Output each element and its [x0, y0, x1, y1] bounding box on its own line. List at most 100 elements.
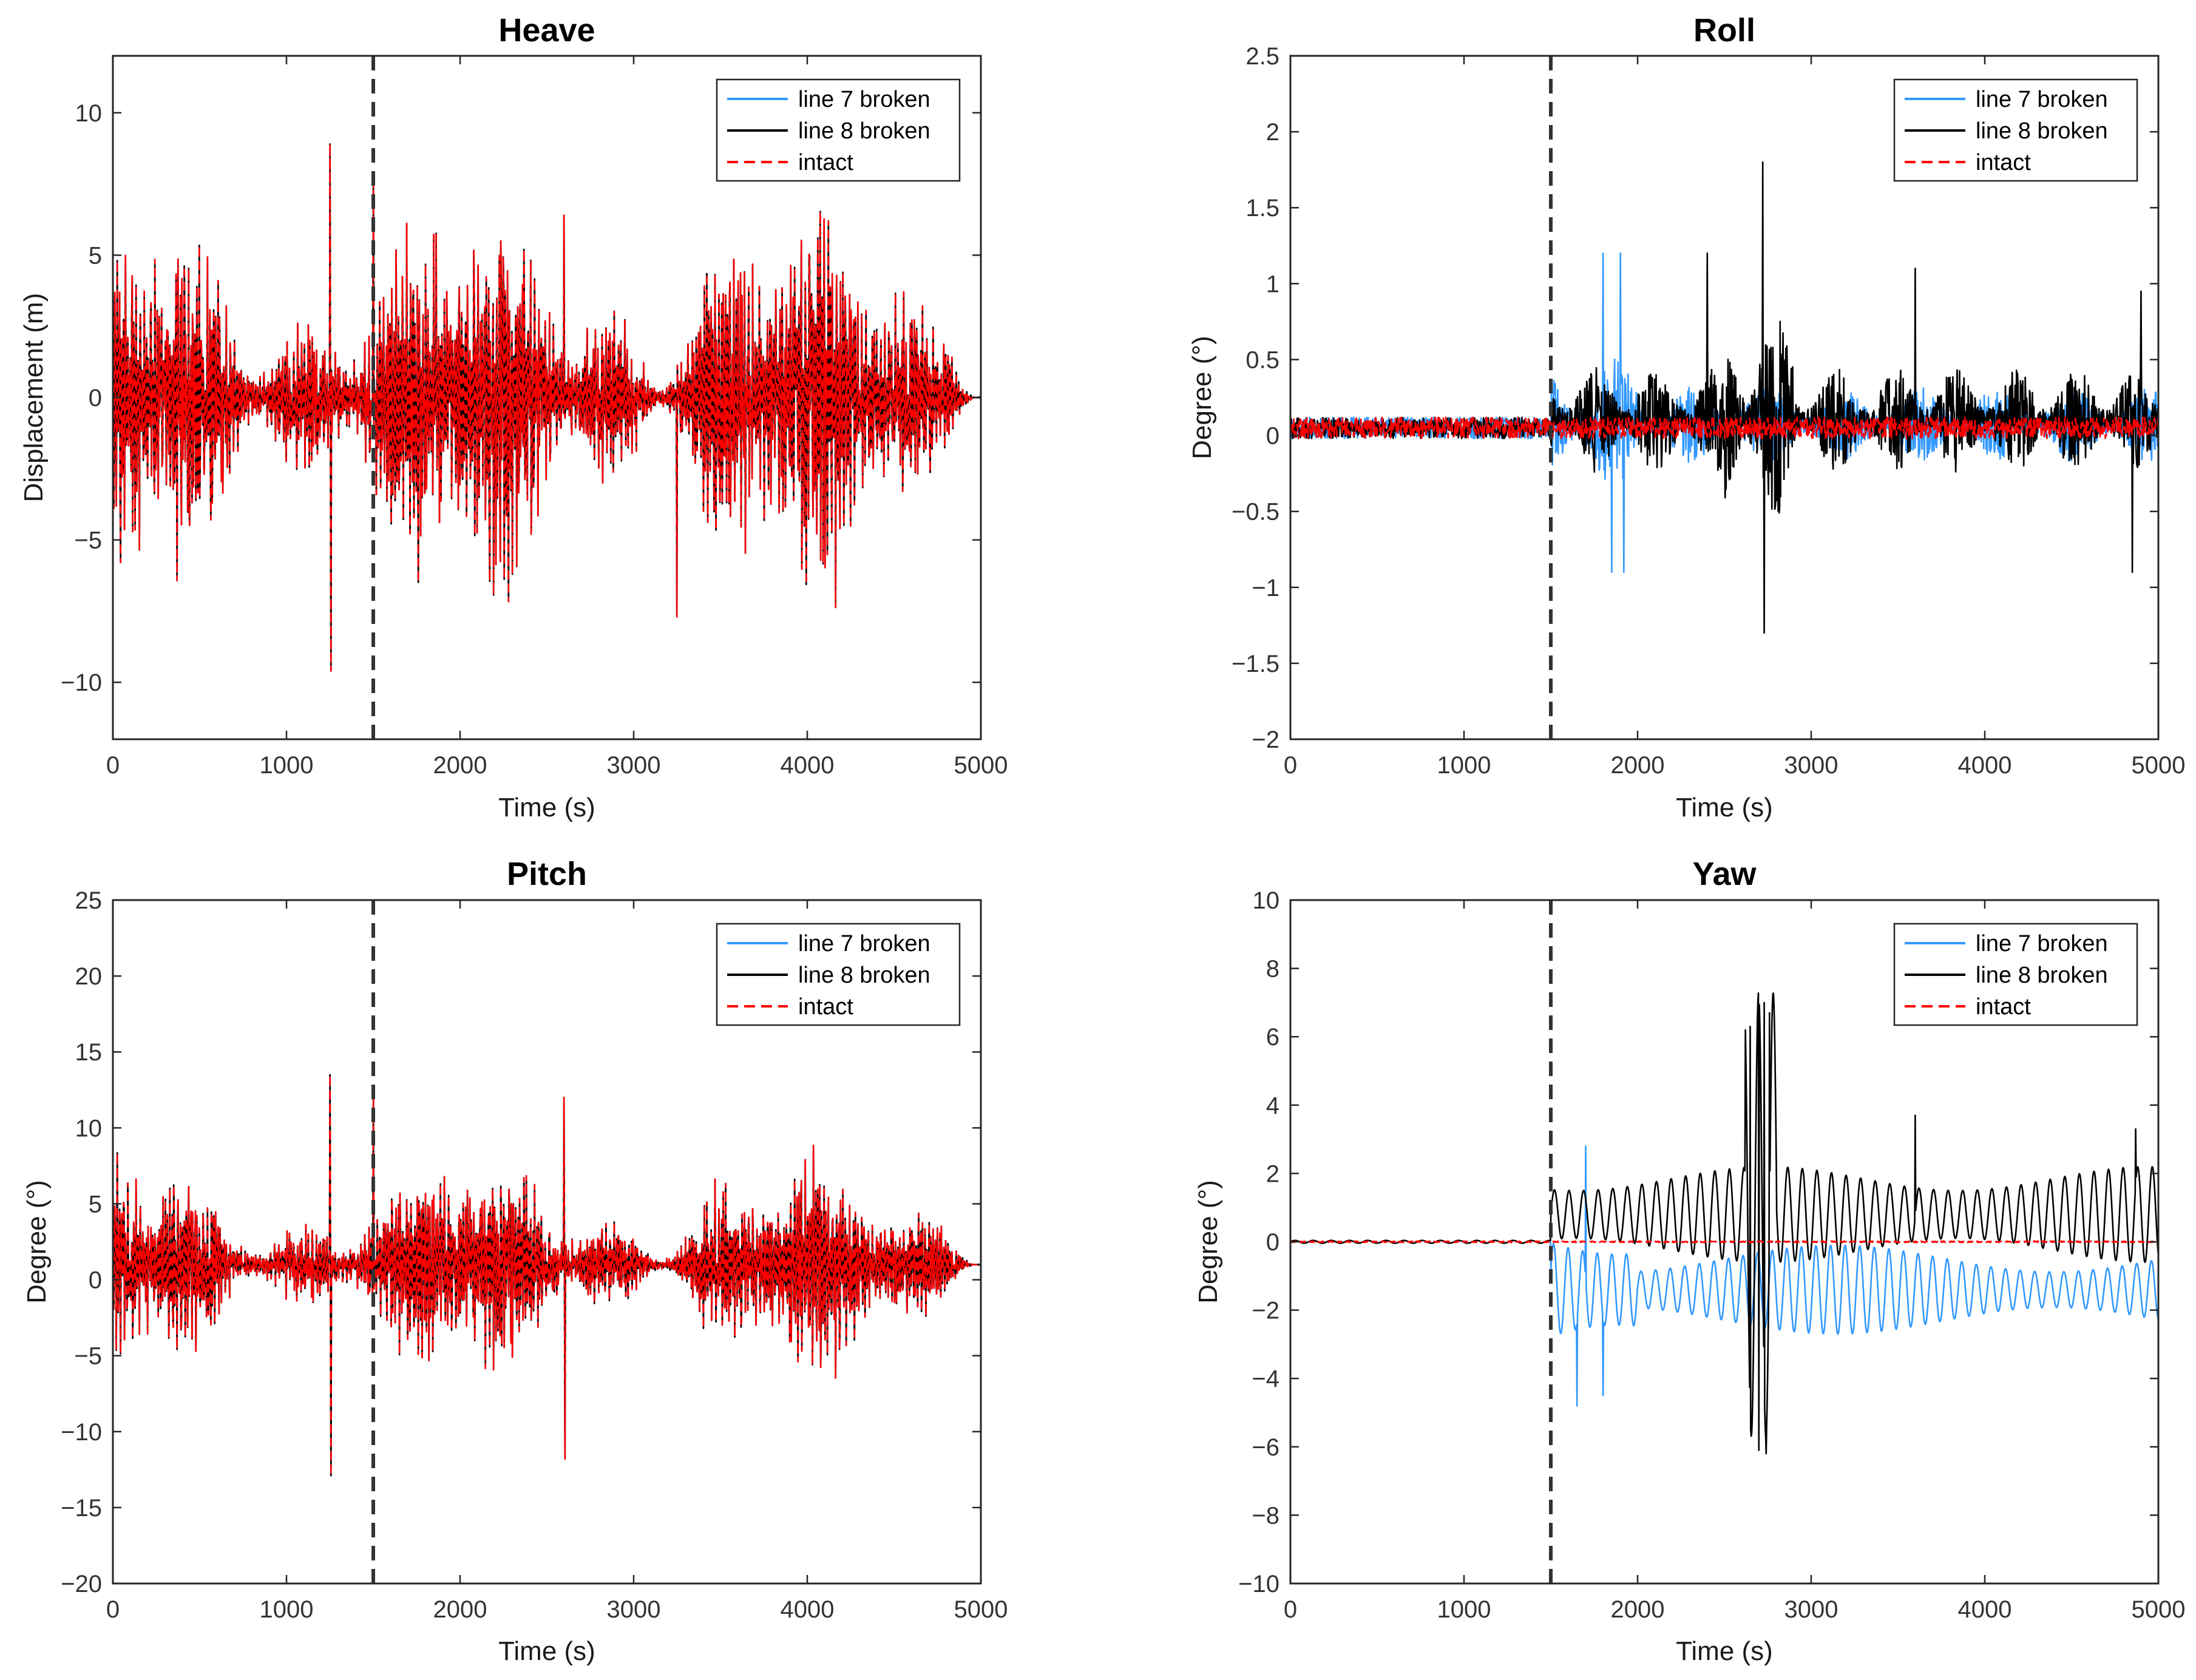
y-tick-label: 15	[75, 1039, 103, 1066]
y-tick-label: −0.5	[1232, 499, 1279, 526]
x-tick-label: 5000	[2132, 752, 2186, 779]
y-tick-label: 5	[89, 1191, 102, 1218]
y-tick-label: 0	[1266, 1229, 1279, 1256]
y-tick-label: 4	[1266, 1092, 1279, 1119]
axes-frame	[1289, 55, 2160, 740]
y-axis-label: Degree (°)	[1187, 336, 1217, 459]
legend-label-intact: intact	[1976, 150, 2031, 175]
y-tick-label: 10	[75, 1115, 103, 1142]
y-tick-label: −2	[1252, 727, 1279, 753]
series-intact	[113, 1074, 981, 1477]
x-tick-label: 1000	[260, 752, 314, 779]
axis-ticks: 0 1000 2000 3000 4000 5000 −10 −5 0 5 10	[61, 56, 1008, 779]
heave-panel: Heave 0 1000 2000 3000 4000 5000 −10 −5 0 5 10 Tim…	[19, 12, 1008, 822]
y-tick-label: 0.5	[1245, 347, 1279, 373]
panel-title: Roll	[1693, 12, 1755, 49]
yaw-panel: Yaw 0 1000 2000 3000 4000 5000 −10 −8 −6 −4 −2 0 2 4 6…	[1193, 856, 2185, 1666]
legend-label-intact: intact	[798, 994, 853, 1020]
series-intact	[113, 143, 981, 672]
x-tick-label: 4000	[781, 1596, 835, 1623]
y-tick-label: −2	[1252, 1298, 1279, 1324]
y-tick-label: −6	[1252, 1434, 1279, 1461]
y-axis-label: Degree (°)	[22, 1180, 52, 1303]
y-axis-label: Degree (°)	[1193, 1180, 1223, 1303]
y-tick-label: 0	[89, 1267, 102, 1294]
y-tick-label: −5	[74, 1343, 102, 1370]
x-tick-label: 3000	[1784, 752, 1838, 779]
x-tick-label: 1000	[1437, 752, 1491, 779]
x-tick-label: 0	[1284, 1596, 1297, 1623]
y-tick-label: 0	[1266, 423, 1279, 450]
y-tick-label: 1.5	[1245, 195, 1279, 222]
series-intact	[1290, 1240, 2158, 1244]
legend-label-line8: line 8 broken	[1976, 118, 2108, 144]
legend-label-line7: line 7 broken	[1976, 931, 2108, 957]
x-tick-label: 2000	[1611, 1596, 1665, 1623]
y-tick-label: −10	[1238, 1571, 1279, 1597]
y-tick-label: 25	[75, 887, 103, 914]
y-tick-label: 6	[1266, 1024, 1279, 1051]
x-tick-label: 3000	[1784, 1596, 1838, 1623]
x-tick-label: 1000	[1437, 1596, 1491, 1623]
y-tick-label: −5	[74, 527, 102, 554]
y-tick-label: −10	[61, 1419, 102, 1446]
y-tick-label: 2	[1266, 1160, 1279, 1187]
panel-title: Pitch	[507, 856, 587, 892]
x-tick-label: 1000	[260, 1596, 314, 1623]
x-tick-label: 4000	[1958, 752, 2012, 779]
legend-label-line7: line 7 broken	[798, 931, 930, 957]
legend: line 7 broken line 8 broken intact	[716, 78, 961, 182]
y-tick-label: 2.5	[1245, 43, 1279, 70]
x-axis-label: Time (s)	[1676, 1636, 1773, 1666]
y-tick-label: 0	[89, 385, 102, 412]
axis-ticks: 0 1000 2000 3000 4000 5000 −2 −1.5 −1 −0.5 0 0.5 1 1.…	[1232, 43, 2185, 779]
panel-title: Yaw	[1692, 856, 1757, 892]
x-tick-label: 5000	[954, 752, 1008, 779]
legend-label-intact: intact	[798, 150, 853, 175]
x-axis-label: Time (s)	[498, 1636, 595, 1666]
x-tick-label: 5000	[2132, 1596, 2186, 1623]
x-tick-label: 0	[106, 1596, 120, 1623]
x-axis-label: Time (s)	[1676, 793, 1773, 822]
y-tick-label: 2	[1266, 119, 1279, 146]
y-tick-label: −8	[1252, 1502, 1279, 1529]
x-tick-label: 3000	[607, 1596, 661, 1623]
y-tick-label: −20	[61, 1571, 102, 1597]
panel-title: Heave	[498, 12, 595, 49]
axis-ticks: 0 1000 2000 3000 4000 5000 −10 −8 −6 −4 −2 0 2 4 6 8 10	[1238, 887, 2185, 1623]
series-intact	[1290, 416, 2158, 439]
y-tick-label: 20	[75, 963, 103, 990]
legend: line 7 broken line 8 broken intact	[1893, 923, 2138, 1026]
y-tick-label: −4	[1252, 1366, 1279, 1392]
x-tick-label: 0	[106, 752, 120, 779]
x-tick-label: 0	[1284, 752, 1297, 779]
y-tick-label: −1	[1252, 575, 1279, 601]
legend-label-line8: line 8 broken	[1976, 963, 2108, 988]
y-tick-label: −15	[61, 1495, 102, 1522]
pitch-panel: Pitch 0 1000 2000 3000 4000 5000 −20 −15 −10 −5 0 5…	[22, 856, 1008, 1666]
legend: line 7 broken line 8 broken intact	[716, 923, 961, 1026]
y-tick-label: 10	[75, 100, 103, 127]
legend-label-line8: line 8 broken	[798, 963, 930, 988]
x-tick-label: 2000	[433, 1596, 487, 1623]
y-tick-label: 8	[1266, 956, 1279, 983]
x-tick-label: 2000	[433, 752, 487, 779]
roll-panel: Roll 0 1000 2000 3000 4000 5000−2−1.5−1−0.500…	[1187, 12, 2185, 822]
legend-label-line8: line 8 broken	[798, 118, 930, 144]
x-tick-label: 5000	[954, 1596, 1008, 1623]
y-tick-label: 1	[1266, 271, 1279, 297]
axes-frame	[112, 899, 982, 1585]
y-tick-label: −1.5	[1232, 651, 1279, 677]
legend-label-line7: line 7 broken	[798, 87, 930, 112]
y-tick-label: −10	[61, 669, 102, 696]
x-axis-label: Time (s)	[498, 793, 595, 822]
x-tick-label: 2000	[1611, 752, 1665, 779]
x-tick-label: 3000	[607, 752, 661, 779]
x-tick-label: 4000	[781, 752, 835, 779]
y-tick-label: 5	[89, 242, 102, 269]
legend-label-line7: line 7 broken	[1976, 87, 2108, 112]
y-axis-label: Displacement (m)	[19, 293, 49, 503]
axis-ticks: 0 1000 2000 3000 4000 5000 −20 −15 −10 −5 0 5 10 15 20…	[61, 887, 1008, 1623]
y-tick-label: 10	[1253, 887, 1280, 914]
